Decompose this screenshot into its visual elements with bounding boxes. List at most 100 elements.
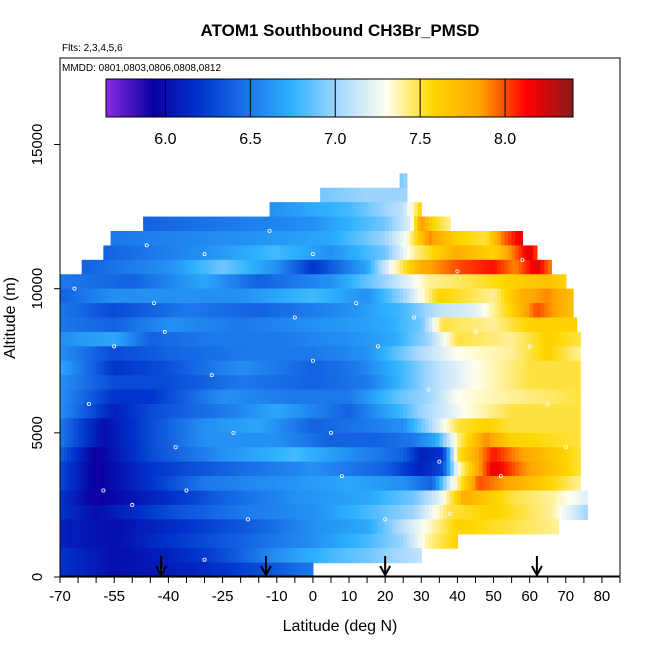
heatmap-cell — [363, 432, 368, 448]
heatmap-cell — [432, 317, 437, 333]
heatmap-cell — [161, 461, 166, 477]
heatmap-row — [60, 274, 567, 290]
heatmap-cell — [265, 490, 271, 506]
heatmap-cell — [92, 274, 97, 290]
heatmap-cell — [255, 259, 260, 275]
heatmap-cell — [421, 216, 426, 232]
heatmap-cell — [146, 346, 151, 362]
heatmap-cell — [381, 331, 386, 347]
heatmap-cell — [251, 389, 256, 405]
heatmap-cell — [367, 389, 372, 405]
heatmap-cell — [240, 360, 245, 376]
heatmap-cell — [251, 533, 256, 549]
heatmap-cell — [417, 303, 422, 319]
heatmap-cell — [110, 476, 115, 492]
heatmap-cell — [85, 346, 90, 362]
heatmap-cell — [435, 259, 440, 275]
sample-point — [426, 387, 431, 392]
heatmap-cell — [338, 418, 343, 434]
heatmap-cell — [135, 504, 141, 520]
heatmap-cell — [305, 245, 310, 261]
heatmap-cell — [396, 404, 401, 420]
heatmap-cell — [74, 346, 79, 362]
heatmap-cell — [197, 533, 202, 549]
heatmap-cell — [334, 245, 339, 261]
heatmap-cell — [161, 375, 166, 391]
heatmap-cell — [168, 389, 173, 405]
heatmap-cell — [247, 519, 253, 535]
heatmap-cell — [284, 216, 289, 232]
heatmap-cell — [330, 288, 336, 304]
heatmap-cell — [258, 231, 263, 247]
heatmap-cell — [117, 231, 123, 247]
heatmap-cell — [381, 231, 386, 247]
heatmap-cell — [500, 447, 505, 463]
heatmap-cell — [251, 303, 256, 319]
heatmap-cell — [359, 317, 365, 333]
heatmap-cell — [240, 461, 245, 477]
heatmap-cell — [551, 461, 556, 477]
heatmap-cell — [500, 504, 505, 520]
heatmap-cell — [515, 375, 520, 391]
heatmap-cell — [497, 274, 502, 290]
heatmap-cell — [565, 346, 571, 362]
heatmap-cell — [157, 519, 162, 535]
heatmap-cell — [110, 288, 115, 304]
heatmap-cell — [88, 447, 94, 463]
heatmap-cell — [251, 562, 256, 578]
heatmap-cell — [338, 259, 343, 275]
heatmap-cell — [81, 317, 86, 333]
heatmap-cell — [349, 317, 354, 333]
heatmap-cell — [562, 404, 567, 420]
heatmap-cell — [471, 447, 477, 463]
heatmap-cell — [70, 418, 76, 434]
heatmap-cell — [554, 404, 560, 420]
heatmap-cell — [222, 259, 227, 275]
heatmap-cell — [482, 331, 487, 347]
heatmap-cell — [562, 389, 567, 405]
heatmap-cell — [284, 461, 289, 477]
heatmap-cell — [562, 288, 567, 304]
heatmap-cell — [363, 187, 368, 203]
heatmap-cell — [128, 548, 133, 564]
heatmap-cell — [439, 259, 444, 275]
heatmap-cell — [493, 303, 498, 319]
heatmap-cell — [247, 303, 253, 319]
heatmap-cell — [544, 375, 549, 391]
heatmap-cell — [237, 562, 242, 578]
heatmap-cell — [175, 245, 180, 261]
heatmap-cell — [208, 317, 213, 333]
heatmap-cell — [125, 519, 130, 535]
heatmap-cell — [305, 288, 310, 304]
heatmap-cell — [511, 490, 516, 506]
heatmap-cell — [294, 389, 300, 405]
heatmap-cell — [312, 245, 318, 261]
heatmap-cell — [522, 404, 527, 420]
heatmap-cell — [569, 303, 574, 319]
heatmap-cell — [363, 259, 368, 275]
heatmap-cell — [280, 317, 285, 333]
heatmap-cell — [464, 389, 469, 405]
heatmap-cell — [432, 432, 437, 448]
heatmap-cell — [143, 346, 148, 362]
heatmap-cell — [359, 303, 365, 319]
heatmap-cell — [218, 245, 224, 261]
heatmap-cell — [291, 317, 296, 333]
heatmap-cell — [280, 432, 285, 448]
heatmap-cell — [450, 504, 455, 520]
heatmap-cell — [341, 490, 347, 506]
heatmap-cell — [399, 360, 404, 376]
heatmap-cell — [233, 331, 238, 347]
heatmap-cell — [135, 331, 141, 347]
heatmap-cell — [139, 389, 144, 405]
heatmap-cell — [88, 418, 94, 434]
heatmap-cell — [125, 418, 130, 434]
heatmap-cell — [204, 274, 209, 290]
heatmap-cell — [352, 231, 357, 247]
heatmap-cell — [106, 562, 112, 578]
heatmap-cell — [265, 476, 271, 492]
heatmap-cell — [334, 389, 339, 405]
heatmap-cell — [428, 274, 433, 290]
heatmap-cell — [435, 375, 440, 391]
heatmap-cell — [410, 418, 415, 434]
